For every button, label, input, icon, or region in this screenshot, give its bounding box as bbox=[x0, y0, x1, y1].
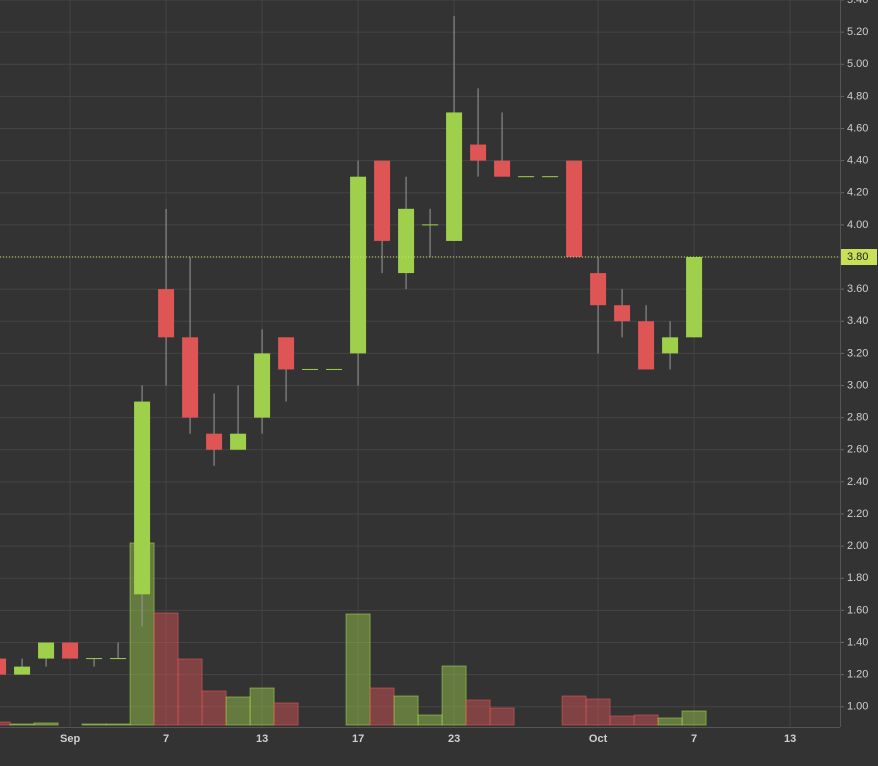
y-tick-label: 2.20 bbox=[847, 508, 868, 520]
x-tick-label: 7 bbox=[691, 733, 697, 745]
candle-body bbox=[278, 337, 295, 370]
candle-body bbox=[494, 160, 511, 177]
candle-body bbox=[422, 224, 439, 226]
x-tick-label: Oct bbox=[589, 733, 608, 745]
volume-bar bbox=[225, 696, 251, 726]
volume-bar bbox=[681, 710, 707, 726]
candle-body bbox=[350, 176, 367, 354]
y-tick-label: 4.60 bbox=[847, 122, 868, 134]
volume-bar bbox=[273, 702, 299, 726]
y-tick-label: 5.40 bbox=[847, 0, 868, 6]
candle-body bbox=[158, 289, 175, 338]
candle-body bbox=[182, 337, 199, 418]
volume-bar bbox=[465, 699, 491, 726]
y-tick-label: 2.60 bbox=[847, 444, 868, 456]
y-tick-label: 4.20 bbox=[847, 187, 868, 199]
candle-body bbox=[14, 666, 31, 675]
volume-bar bbox=[153, 612, 179, 726]
candle-body bbox=[134, 401, 151, 595]
x-tick-label: Sep bbox=[60, 733, 80, 745]
y-tick-label: 4.00 bbox=[847, 219, 868, 231]
volume-bar bbox=[585, 698, 611, 726]
volume-bar bbox=[393, 695, 419, 726]
candle-body bbox=[230, 433, 247, 450]
x-tick-label: 23 bbox=[448, 733, 460, 745]
x-tick-label: 7 bbox=[163, 733, 169, 745]
volume-bar bbox=[0, 721, 11, 726]
volume-bar bbox=[177, 658, 203, 726]
candle-body bbox=[590, 273, 607, 306]
y-tick-label: 4.80 bbox=[847, 90, 868, 102]
plot-area bbox=[0, 16, 840, 726]
x-tick-label: 13 bbox=[256, 733, 268, 745]
candle-body bbox=[62, 642, 79, 659]
volume-bar bbox=[609, 715, 635, 726]
candle-body bbox=[566, 160, 583, 258]
candle-body bbox=[302, 368, 319, 370]
y-tick-label: 4.40 bbox=[847, 155, 868, 167]
volume-bar bbox=[657, 717, 683, 726]
candle-body bbox=[638, 321, 655, 370]
y-tick-label: 1.80 bbox=[847, 572, 868, 584]
y-tick-label: 1.20 bbox=[847, 669, 868, 681]
y-tick-label: 5.00 bbox=[847, 58, 868, 70]
y-tick-label: 3.00 bbox=[847, 379, 868, 391]
candle-body bbox=[398, 208, 415, 274]
volume-bar bbox=[81, 723, 107, 726]
volume-bar bbox=[417, 714, 443, 726]
volume-bar bbox=[489, 707, 515, 726]
y-tick-label: 2.40 bbox=[847, 476, 868, 488]
candle-body bbox=[446, 112, 463, 241]
volume-bar bbox=[105, 723, 131, 726]
candle-body bbox=[686, 257, 703, 338]
y-tick-label: 1.40 bbox=[847, 636, 868, 648]
volume-bar bbox=[369, 687, 395, 726]
candle-body bbox=[0, 658, 7, 675]
volume-bar bbox=[561, 695, 587, 726]
candle-body bbox=[662, 337, 679, 354]
y-tick-label: 3.20 bbox=[847, 347, 868, 359]
volume-bar bbox=[249, 687, 275, 726]
volume-bar bbox=[33, 722, 59, 726]
y-tick-label: 2.00 bbox=[847, 540, 868, 552]
y-tick-label: 1.00 bbox=[847, 701, 868, 713]
x-tick-label: 17 bbox=[352, 733, 364, 745]
candle-body bbox=[470, 144, 487, 161]
x-tick-label: 13 bbox=[784, 733, 796, 745]
y-tick-label: 1.60 bbox=[847, 604, 868, 616]
volume-bar bbox=[9, 723, 35, 726]
volume-bar bbox=[345, 613, 371, 726]
volume-bar bbox=[633, 714, 659, 726]
candle-body bbox=[254, 353, 271, 418]
candle-body bbox=[542, 176, 559, 178]
y-tick-label: 3.40 bbox=[847, 315, 868, 327]
candle-body bbox=[614, 305, 631, 322]
last-price-label: 3.80 bbox=[847, 251, 868, 263]
candle-body bbox=[38, 642, 55, 659]
volume-bar bbox=[441, 665, 467, 726]
candle-body bbox=[110, 658, 127, 660]
y-tick-label: 2.80 bbox=[847, 412, 868, 424]
last-price-box bbox=[841, 249, 877, 266]
y-tick-label: 3.60 bbox=[847, 283, 868, 295]
axes: 1.00 1.20 1.40 1.60 1.80 2.00 2.20 2.40 2.60 2.80… bbox=[0, 0, 877, 745]
candle-body bbox=[374, 160, 391, 241]
candle-body bbox=[518, 176, 535, 178]
volume-bar bbox=[201, 690, 227, 726]
y-tick-label: 5.20 bbox=[847, 26, 868, 38]
candle-body bbox=[86, 658, 103, 660]
candle-body bbox=[326, 368, 343, 370]
candle-body bbox=[206, 433, 223, 450]
